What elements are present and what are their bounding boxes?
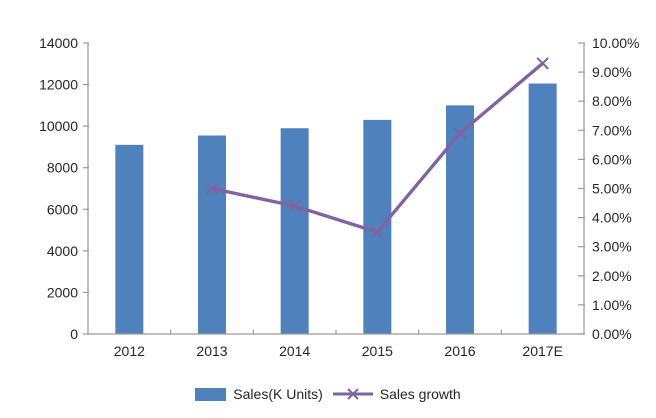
legend-item-sales: Sales(K Units) — [195, 386, 323, 402]
sales-bar-2015 — [363, 119, 392, 335]
chart-legend: Sales(K Units) Sales growth — [0, 386, 656, 402]
right-axis-tick-label: 10.00% — [592, 35, 639, 51]
sales-bar-2014 — [280, 128, 309, 334]
growth-marker-2016 — [453, 127, 467, 140]
x-axis-label-2014: 2014 — [279, 343, 310, 359]
growth-marker-2014 — [288, 199, 301, 213]
left-axis-tick-label: 2000 — [47, 284, 78, 300]
x-axis-label-2012: 2012 — [114, 343, 145, 359]
growth-marker-2017E — [536, 57, 549, 70]
sales-bar-2012 — [115, 144, 144, 334]
right-axis-tick-label: 8.00% — [592, 93, 632, 109]
growth-marker-2015 — [371, 225, 384, 239]
right-axis-tick-label: 6.00% — [592, 151, 632, 167]
right-axis-tick-label: 5.00% — [592, 181, 632, 197]
right-axis-tick-label: 4.00% — [592, 210, 632, 226]
legend-item-growth: Sales growth — [332, 386, 461, 402]
left-axis-tick-label: 6000 — [47, 201, 78, 217]
sales-bar-2016 — [446, 105, 474, 334]
legend-label-sales: Sales(K Units) — [233, 386, 323, 402]
sales-bar-2017E — [528, 83, 557, 335]
right-axis-tick-label: 7.00% — [592, 122, 632, 138]
right-axis-tick-label: 9.00% — [592, 64, 632, 80]
x-axis-label-2017E: 2017E — [522, 343, 562, 359]
right-axis-tick-label: 2.00% — [592, 268, 632, 284]
x-axis-label-2015: 2015 — [362, 343, 393, 359]
line-x-swatch-icon — [332, 388, 373, 400]
x-axis-label-2013: 2013 — [196, 343, 227, 359]
right-axis-tick-label: 1.00% — [592, 297, 632, 313]
left-axis-tick-label: 0 — [70, 326, 78, 342]
x-axis-label-2016: 2016 — [444, 343, 475, 359]
right-axis-tick-label: 0.00% — [592, 326, 632, 342]
left-axis-tick-label: 14000 — [39, 35, 78, 51]
left-axis-tick-label: 4000 — [47, 243, 78, 259]
legend-label-growth: Sales growth — [379, 386, 461, 402]
left-axis-tick-label: 12000 — [39, 77, 78, 93]
left-axis-tick-label: 8000 — [47, 160, 78, 176]
left-axis-tick-label: 10000 — [39, 118, 78, 134]
sales-bar-2013 — [198, 135, 226, 334]
bar-swatch-icon — [195, 387, 227, 401]
right-axis-tick-label: 3.00% — [592, 239, 632, 255]
growth-marker-2013 — [205, 182, 219, 195]
